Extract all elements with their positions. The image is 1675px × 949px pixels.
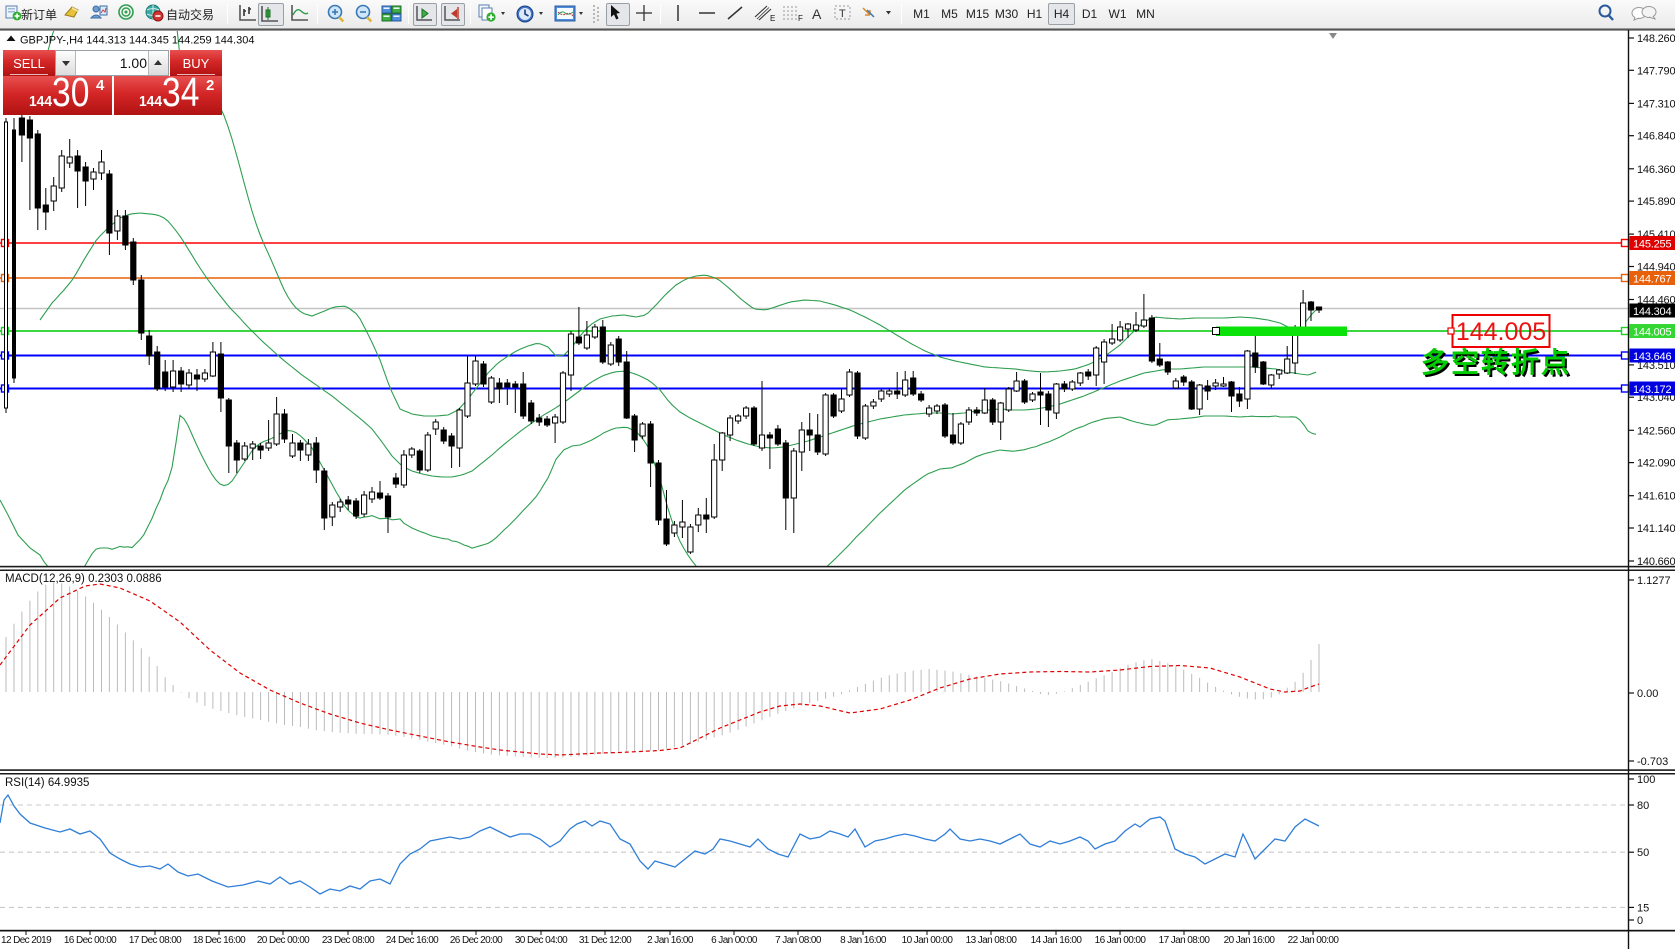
svg-text:143.172: 143.172 [1633,384,1671,396]
svg-text:142.560: 142.560 [1637,425,1675,437]
svg-text:16 Jan 00:00: 16 Jan 00:00 [1095,935,1147,946]
svg-text:7 Jan 08:00: 7 Jan 08:00 [775,935,822,946]
svg-text:31 Dec 12:00: 31 Dec 12:00 [579,935,632,946]
svg-text:141.610: 141.610 [1637,491,1675,503]
svg-text:146.360: 146.360 [1637,164,1675,176]
svg-text:17 Dec 08:00: 17 Dec 08:00 [129,935,182,946]
svg-text:144.005: 144.005 [1456,318,1546,346]
svg-text:100: 100 [1637,774,1655,786]
svg-text:0.00: 0.00 [1637,688,1658,700]
svg-text:10 Jan 00:00: 10 Jan 00:00 [902,935,954,946]
svg-text:T: T [839,8,846,20]
svg-text:30 Dec 04:00: 30 Dec 04:00 [515,935,568,946]
svg-text:22 Jan 00:00: 22 Jan 00:00 [1288,935,1340,946]
svg-text:143.646: 143.646 [1633,351,1671,363]
svg-text:1.1277: 1.1277 [1637,575,1671,587]
svg-text:6 Jan 00:00: 6 Jan 00:00 [711,935,758,946]
svg-text:140.660: 140.660 [1637,556,1675,568]
svg-text:17 Jan 08:00: 17 Jan 08:00 [1159,935,1211,946]
svg-text:多空转折点: 多空转折点 [1423,348,1573,380]
svg-text:GBPJPY-,H4 144.313 144.345 144: GBPJPY-,H4 144.313 144.345 144.259 144.3… [20,35,254,47]
svg-text:多空转折点: 多空转折点 [1421,346,1571,378]
svg-text:0: 0 [1637,915,1643,927]
svg-text:18 Dec 16:00: 18 Dec 16:00 [193,935,246,946]
svg-text:13 Jan 08:00: 13 Jan 08:00 [966,935,1018,946]
svg-text:148.260: 148.260 [1637,33,1675,45]
svg-text:142.090: 142.090 [1637,458,1675,470]
svg-text:50: 50 [1637,847,1649,859]
svg-text:2 Jan 16:00: 2 Jan 16:00 [647,935,694,946]
svg-text:15: 15 [1637,902,1649,914]
svg-text:16 Dec 00:00: 16 Dec 00:00 [64,935,117,946]
svg-text:144.940: 144.940 [1637,262,1675,274]
svg-text:RSI(14) 64.9935: RSI(14) 64.9935 [5,777,89,789]
svg-text:146.840: 146.840 [1637,131,1675,143]
svg-text:143.510: 143.510 [1637,360,1675,372]
svg-text:24 Dec 16:00: 24 Dec 16:00 [386,935,439,946]
svg-text:-0.703: -0.703 [1637,756,1668,768]
svg-text:MACD(12,26,9) 0.2303 0.0886: MACD(12,26,9) 0.2303 0.0886 [5,573,162,585]
svg-text:F: F [798,14,803,23]
svg-text:26 Dec 20:00: 26 Dec 20:00 [450,935,503,946]
svg-text:8 Jan 16:00: 8 Jan 16:00 [840,935,887,946]
svg-text:147.310: 147.310 [1637,98,1675,110]
svg-text:144.005: 144.005 [1633,327,1671,339]
svg-text:141.140: 141.140 [1637,523,1675,535]
svg-text:145.255: 145.255 [1633,239,1671,251]
svg-text:23 Dec 08:00: 23 Dec 08:00 [322,935,375,946]
svg-text:144.767: 144.767 [1633,274,1671,286]
svg-text:147.790: 147.790 [1637,65,1675,77]
svg-text:20 Jan 16:00: 20 Jan 16:00 [1224,935,1276,946]
svg-text:12 Dec 2019: 12 Dec 2019 [1,935,52,946]
svg-text:14 Jan 16:00: 14 Jan 16:00 [1031,935,1083,946]
svg-text:144.304: 144.304 [1633,306,1671,318]
svg-text:145.890: 145.890 [1637,196,1675,208]
svg-text:E: E [770,14,775,23]
svg-text:80: 80 [1637,800,1649,812]
svg-text:20 Dec 00:00: 20 Dec 00:00 [257,935,310,946]
